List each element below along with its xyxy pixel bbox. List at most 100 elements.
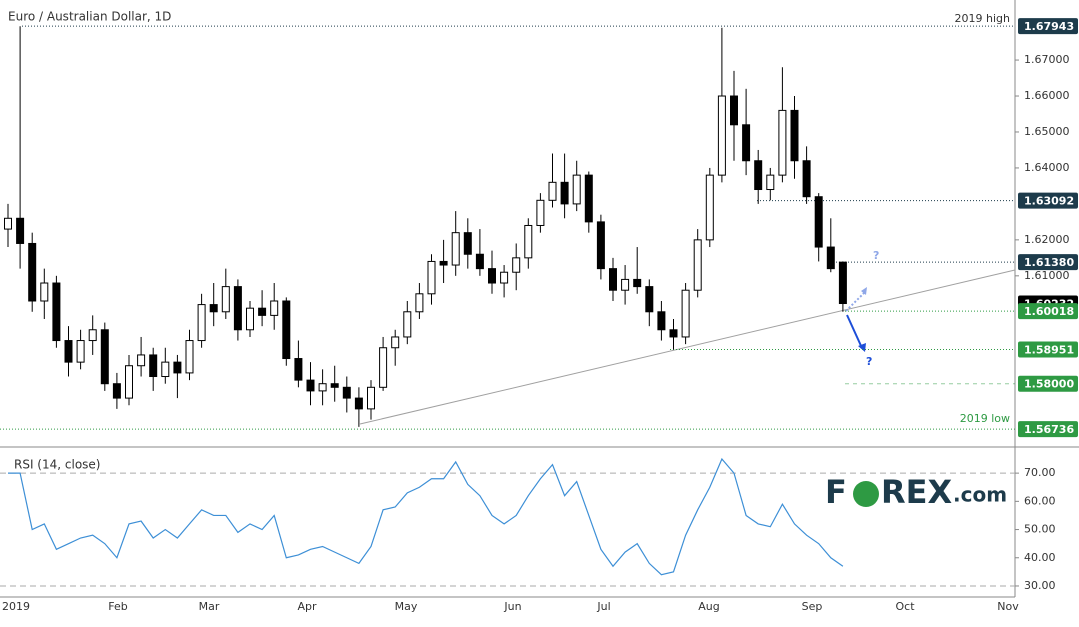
level-label: 1.58951 [1024, 344, 1074, 357]
level-label: 1.58000 [1024, 378, 1074, 391]
level-box [1018, 341, 1078, 358]
candle-body [500, 271, 509, 284]
candle-body [233, 286, 242, 331]
candle-body [270, 300, 279, 316]
candle-body [137, 354, 146, 367]
level-box [1018, 254, 1078, 271]
candle-body [766, 174, 775, 191]
candle-body [149, 354, 158, 378]
candle-body [705, 174, 714, 241]
candle-body [512, 257, 521, 273]
candle-body [548, 181, 557, 201]
y-tick-label: 1.67000 [1024, 53, 1070, 66]
candle-body [173, 361, 182, 374]
candle-body [391, 336, 400, 349]
rsi-tick-label: 70.00 [1024, 466, 1056, 479]
candle-body [221, 286, 230, 313]
candle-body [560, 181, 569, 205]
candle-body [621, 278, 630, 291]
rsi-tick-label: 30.00 [1024, 579, 1056, 592]
level-box [1018, 421, 1078, 438]
y-tick-label: 1.64000 [1024, 161, 1070, 174]
rsi-tick-label: 50.00 [1024, 523, 1056, 536]
candle-body [536, 199, 545, 226]
rsi-tick-label: 40.00 [1024, 551, 1056, 564]
candle-body [488, 268, 496, 284]
candle-body [282, 300, 291, 360]
logo-globe [853, 481, 879, 507]
candle-body [197, 304, 206, 342]
bull-arrow [845, 291, 866, 312]
x-tick-label: Mar [199, 600, 220, 613]
candle-body [161, 361, 170, 378]
candle-body [354, 397, 363, 410]
bull-arrow-head [861, 287, 867, 295]
candle-body [693, 239, 702, 291]
candle-body [681, 289, 690, 338]
candle-body [209, 304, 218, 313]
level-label: 1.67943 [1024, 20, 1074, 33]
candle-body [379, 347, 388, 388]
candle-body [475, 253, 484, 270]
candle-body [367, 386, 375, 410]
bear-arrow-head [858, 343, 866, 352]
candle-body [778, 109, 787, 176]
level-box [1018, 303, 1078, 320]
level-box [1018, 375, 1078, 392]
candle-body [645, 286, 654, 313]
candle-body [669, 329, 678, 338]
annotation: ? [866, 355, 872, 368]
candle-body [838, 261, 847, 305]
candle-body [730, 95, 738, 126]
candle-body [463, 232, 472, 255]
candle-body [439, 260, 448, 266]
x-tick-label: 2019 [2, 600, 30, 613]
x-tick-label: Nov [997, 600, 1019, 613]
candle-body [403, 311, 412, 338]
logo: F REX .com [825, 473, 1007, 511]
candle-body [330, 383, 339, 388]
level-label: 1.63092 [1024, 195, 1074, 208]
candle-body [88, 329, 97, 342]
chart-title: Euro / Australian Dollar, 1D [8, 10, 171, 24]
bear-arrow [846, 314, 863, 349]
rsi-line [8, 457, 844, 576]
candle-body [717, 95, 726, 176]
candle-body [754, 160, 763, 191]
candle-body [657, 311, 666, 331]
candle-body [28, 242, 37, 302]
candle-body [609, 268, 617, 291]
annotation: ? [873, 249, 879, 262]
candle-body [52, 282, 61, 342]
candle-body [4, 217, 12, 230]
candle-body [742, 124, 751, 162]
y-tick-label: 1.65000 [1024, 125, 1070, 138]
level-label: 1.56736 [1024, 423, 1074, 436]
candle-body [40, 282, 49, 302]
x-tick-label: Jul [596, 600, 610, 613]
candle-body [294, 358, 303, 381]
candle-body [596, 221, 605, 270]
candle-body [125, 365, 133, 399]
candle-body [306, 379, 315, 392]
candle-body [258, 307, 267, 316]
candle-body [112, 383, 121, 399]
logo-text: F [825, 473, 847, 511]
candle-body [451, 232, 460, 266]
candle-body [814, 196, 823, 248]
candle-body [572, 174, 581, 205]
candle-body [826, 246, 835, 270]
candle-body [427, 260, 436, 295]
candle-body [790, 109, 799, 162]
y-tick-label: 1.61000 [1024, 269, 1070, 282]
x-tick-label: Aug [698, 600, 719, 613]
x-tick-label: Apr [297, 600, 317, 613]
level-label: 1.61380 [1024, 256, 1074, 269]
candle-body [415, 293, 424, 313]
level-label: 1.60018 [1024, 305, 1074, 318]
rsi-title: RSI (14, close) [14, 458, 100, 472]
candle-body [246, 307, 254, 331]
candle-body [802, 160, 811, 198]
